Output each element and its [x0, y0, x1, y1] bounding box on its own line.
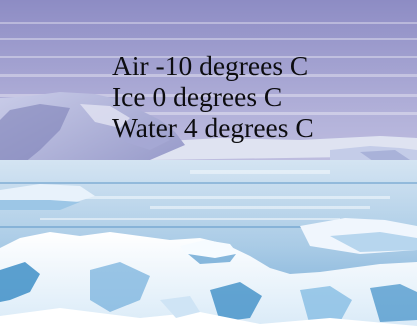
sky-streaks [0, 22, 417, 115]
ice-shelf-shadow [0, 262, 40, 302]
ice-temperature-label: Ice 0 degrees C [112, 81, 283, 112]
air-temperature-label: Air -10 degrees C [112, 50, 309, 81]
sea-reflections [40, 170, 390, 220]
temperature-labels: Air -10 degrees C Ice 0 degrees C Water … [112, 50, 314, 143]
glacier-left-shadow [0, 104, 70, 176]
water-temperature-label: Water 4 degrees C [112, 112, 314, 143]
